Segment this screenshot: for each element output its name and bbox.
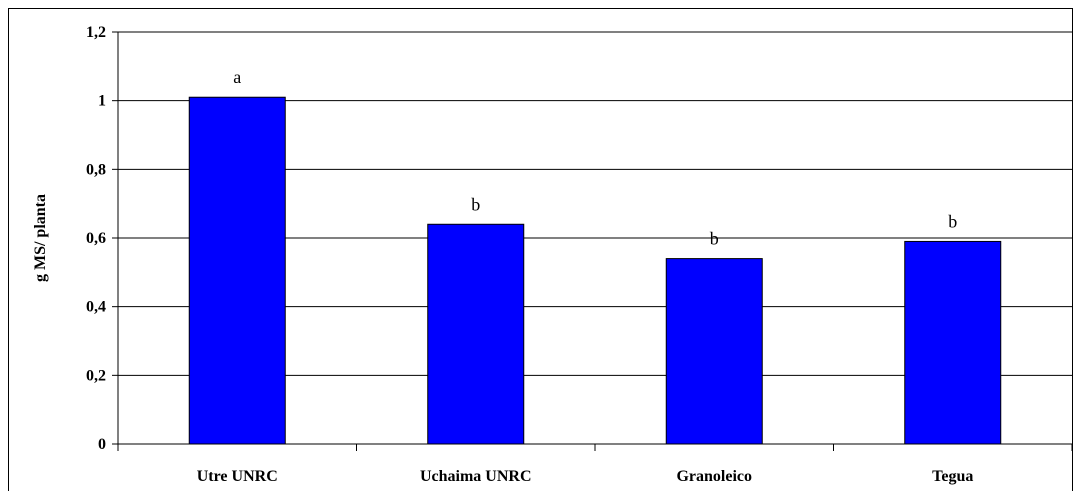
x-tick-labels: Utre UNRC Uchaima UNRC Granoleico Tegua: [197, 468, 974, 485]
y-axis-label: g MS/ planta: [32, 194, 49, 282]
bar-granoleico: [665, 258, 763, 445]
annotations: a b b b: [233, 67, 957, 248]
x-tick-label: Utre UNRC: [197, 468, 278, 485]
y-tick-labels: 0 0,2 0,4 0,6 0,8 1 1,2: [86, 24, 106, 453]
y-tick-label: 1,2: [86, 24, 106, 41]
x-tick-label: Uchaima UNRC: [420, 468, 532, 485]
x-tick-label: Granoleico: [676, 468, 752, 485]
bars: [188, 96, 1002, 445]
y-tick-label: 0,4: [86, 299, 106, 316]
bar-uchaima-unrc: [427, 223, 525, 445]
significance-letter: b: [710, 229, 719, 249]
bar-tegua: [904, 240, 1002, 445]
bar-utre-unrc: [188, 96, 286, 445]
y-tick-label: 1: [98, 93, 106, 110]
significance-letter: a: [233, 67, 241, 87]
significance-letter: b: [948, 211, 957, 231]
y-tick-label: 0: [98, 436, 106, 453]
axes: [112, 31, 1073, 451]
y-tick-label: 0,8: [86, 161, 106, 178]
chart-frame: [8, 8, 1073, 491]
x-tick-label: Tegua: [932, 468, 973, 485]
y-tick-label: 0,6: [86, 230, 106, 247]
y-tick-label: 0,2: [86, 367, 106, 384]
significance-letter: b: [471, 194, 480, 214]
